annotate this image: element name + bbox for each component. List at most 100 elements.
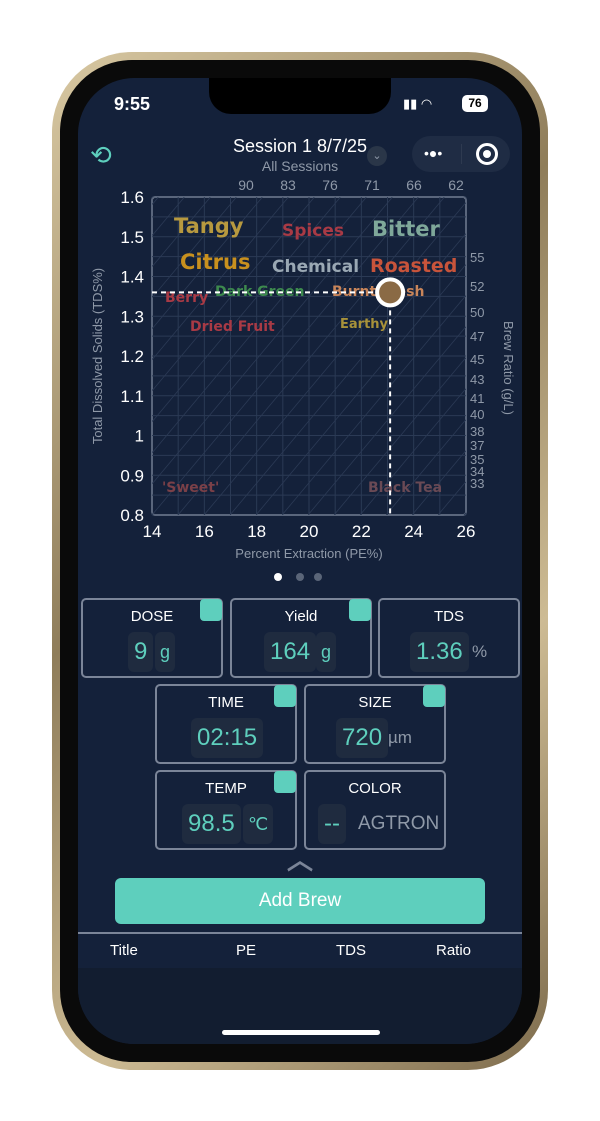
home-indicator[interactable] bbox=[222, 1030, 380, 1035]
dots-icon[interactable]: •●• bbox=[424, 145, 443, 161]
y2-axis-label: Brew Ratio (g/L) bbox=[501, 321, 516, 415]
ratio-line bbox=[152, 197, 368, 454]
signal-wifi-icon: ▮▮ ◠ bbox=[403, 96, 433, 111]
page-dot[interactable] bbox=[296, 573, 304, 581]
y-axis-label: Total Dissolved Solids (TDS%) bbox=[90, 268, 105, 444]
ratio-line bbox=[177, 197, 446, 515]
ratio-line bbox=[152, 197, 264, 330]
extraction-chart[interactable]: 14 16 18 20 22 24 26 0.8 0.9 1 1.1 1.2 1.3 1.4 1.5 1.6 9… bbox=[78, 78, 522, 578]
x-tick: 18 bbox=[247, 522, 266, 541]
ratio-line bbox=[152, 197, 290, 361]
y-tick: 1.3 bbox=[120, 307, 144, 326]
right-tick: 43 bbox=[470, 372, 484, 387]
color-value[interactable]: -- bbox=[318, 804, 346, 844]
ratio-line bbox=[385, 418, 466, 515]
session-subtitle[interactable]: All Sessions bbox=[261, 158, 339, 174]
ratio-line bbox=[203, 201, 466, 515]
top-tick: 71 bbox=[364, 177, 380, 193]
dose-label: DOSE bbox=[130, 608, 174, 625]
target-icon[interactable] bbox=[476, 143, 498, 165]
chevron-up-icon[interactable]: ︿ bbox=[286, 845, 313, 875]
yield-value[interactable]: 164 bbox=[264, 632, 317, 672]
y-tick: 0.9 bbox=[120, 466, 144, 485]
time-field[interactable]: TIME 02:15 bbox=[155, 684, 297, 764]
right-tick: 52 bbox=[470, 279, 484, 294]
ratio-line bbox=[359, 387, 466, 515]
col-pe[interactable]: PE bbox=[236, 942, 257, 959]
top-tick: 66 bbox=[406, 177, 422, 193]
temp-value[interactable]: 98.5 bbox=[182, 804, 241, 844]
yield-field[interactable]: Yield 164 g bbox=[230, 598, 372, 678]
unlock-icon[interactable] bbox=[274, 771, 296, 793]
flavor-label: Spices bbox=[282, 221, 344, 241]
color-label: COLOR bbox=[348, 780, 402, 797]
right-tick: 33 bbox=[470, 476, 484, 491]
y-tick: 1.5 bbox=[120, 228, 144, 247]
divider bbox=[78, 932, 522, 934]
y-tick: 1.6 bbox=[120, 188, 144, 207]
flavor-label: Bitter bbox=[372, 217, 441, 241]
flavor-label: Berry bbox=[165, 290, 208, 306]
flavor-label: Roasted bbox=[370, 255, 457, 277]
flavor-label: Earthy bbox=[340, 317, 389, 332]
y-tick: 1.4 bbox=[120, 268, 144, 287]
unlock-icon[interactable] bbox=[423, 685, 445, 707]
time-value[interactable]: 02:15 bbox=[191, 718, 264, 758]
right-tick: 38 bbox=[470, 424, 484, 439]
flavor-label: Chemical bbox=[272, 257, 359, 277]
tds-label: TDS bbox=[434, 608, 464, 625]
ratio-line bbox=[152, 197, 342, 423]
right-tick: 37 bbox=[470, 438, 484, 453]
flavor-label: Citrus bbox=[180, 250, 250, 274]
session-title[interactable]: Session 1 8/7/25 bbox=[232, 136, 368, 156]
ratio-line bbox=[152, 197, 394, 485]
yield-unit[interactable]: g bbox=[316, 632, 337, 672]
size-value[interactable]: 720 bbox=[336, 718, 389, 758]
ratio-line bbox=[229, 232, 466, 515]
col-tds[interactable]: TDS bbox=[336, 942, 366, 959]
flavor-label: Dried Fruit bbox=[190, 319, 275, 335]
tds-unit: % bbox=[472, 642, 488, 661]
chevron-down-icon[interactable]: ⌄ bbox=[367, 146, 387, 166]
ratio-line bbox=[333, 356, 466, 515]
temp-label: TEMP bbox=[205, 780, 247, 797]
flavor-label: Black Tea bbox=[368, 480, 442, 496]
x-axis-label: Percent Extraction (PE%) bbox=[235, 546, 382, 561]
tds-value[interactable]: 1.36 bbox=[410, 632, 469, 672]
add-brew-button[interactable]: Add Brew bbox=[115, 878, 485, 924]
right-tick: 35 bbox=[470, 452, 484, 467]
unlock-icon[interactable] bbox=[349, 599, 371, 621]
yield-label: Yield bbox=[284, 608, 318, 625]
dose-value[interactable]: 9 bbox=[128, 632, 154, 672]
time-label: TIME bbox=[208, 694, 244, 711]
ratio-line bbox=[152, 197, 238, 299]
unlock-icon[interactable] bbox=[274, 685, 296, 707]
brew-point bbox=[375, 277, 406, 308]
page-dot[interactable] bbox=[314, 573, 322, 581]
right-tick: 40 bbox=[470, 407, 484, 422]
right-tick: 41 bbox=[470, 391, 484, 406]
size-label: SIZE bbox=[358, 694, 392, 711]
ratio-line bbox=[307, 325, 466, 515]
right-tick: 55 bbox=[470, 250, 484, 265]
dose-field[interactable]: DOSE 9 g bbox=[81, 598, 223, 678]
ratio-line bbox=[152, 197, 212, 268]
unlock-icon[interactable] bbox=[200, 599, 222, 621]
tds-field[interactable]: TDS 1.36 % bbox=[378, 598, 520, 678]
dose-unit[interactable]: g bbox=[155, 632, 176, 672]
right-tick: 45 bbox=[470, 352, 484, 367]
flavor-label: Tangy bbox=[174, 214, 244, 238]
temp-field[interactable]: TEMP 98.5 ℃ bbox=[155, 770, 297, 850]
color-field[interactable]: COLOR -- AGTRON bbox=[304, 770, 446, 850]
ratio-line bbox=[152, 197, 186, 237]
temp-unit[interactable]: ℃ bbox=[243, 804, 274, 844]
ratio-line bbox=[78, 157, 140, 515]
size-field[interactable]: SIZE 720 µm bbox=[304, 684, 446, 764]
col-ratio[interactable]: Ratio bbox=[436, 942, 472, 959]
history-icon[interactable]: ⟲ bbox=[90, 140, 112, 170]
y-tick: 1.1 bbox=[120, 387, 144, 406]
page-dot-active[interactable] bbox=[274, 573, 282, 581]
ratio-line bbox=[152, 197, 420, 515]
app-screen: 9:55 ▮▮ ◠ 76 ⟲ Session 1 8/7/25 All Sess… bbox=[78, 78, 522, 1044]
col-title[interactable]: Title bbox=[110, 942, 138, 959]
